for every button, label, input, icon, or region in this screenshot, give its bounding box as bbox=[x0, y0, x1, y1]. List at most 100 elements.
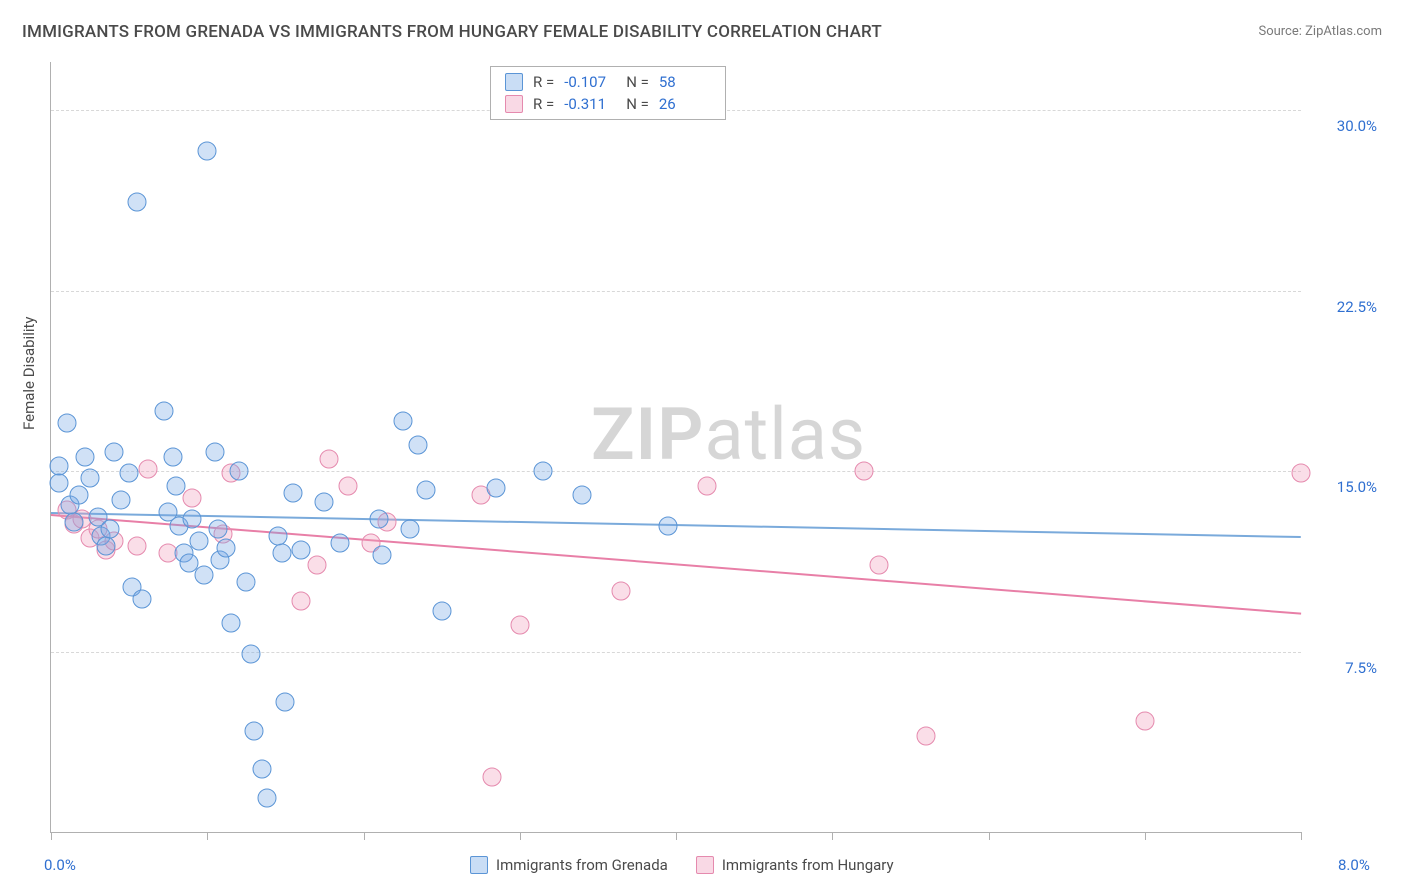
n-label: N = bbox=[626, 95, 649, 113]
data-point-blue bbox=[101, 519, 120, 538]
data-point-pink bbox=[1135, 712, 1154, 731]
data-point-blue bbox=[104, 442, 123, 461]
x-tick bbox=[207, 832, 208, 840]
n-value: 58 bbox=[659, 73, 711, 91]
x-axis-max-label: 8.0% bbox=[1338, 856, 1370, 874]
data-point-blue bbox=[206, 442, 225, 461]
data-point-blue bbox=[65, 512, 84, 531]
data-point-blue bbox=[659, 517, 678, 536]
data-point-blue bbox=[167, 476, 186, 495]
r-label: R = bbox=[533, 73, 554, 91]
data-point-pink bbox=[510, 616, 529, 635]
data-point-blue bbox=[221, 613, 240, 632]
data-point-blue bbox=[432, 601, 451, 620]
watermark-zip: ZIP bbox=[591, 392, 704, 477]
data-point-blue bbox=[229, 462, 248, 481]
data-point-blue bbox=[163, 447, 182, 466]
swatch-blue-icon bbox=[470, 856, 488, 874]
stats-row-hungary: R = -0.311 N = 26 bbox=[505, 95, 711, 113]
data-point-blue bbox=[242, 644, 261, 663]
data-point-pink bbox=[1292, 464, 1311, 483]
watermark-text: ZIPatlas bbox=[591, 392, 866, 477]
data-point-pink bbox=[127, 536, 146, 555]
data-point-blue bbox=[182, 510, 201, 529]
x-tick bbox=[832, 832, 833, 840]
legend-item-grenada: Immigrants from Grenada bbox=[470, 856, 668, 874]
chart-title: IMMIGRANTS FROM GRENADA VS IMMIGRANTS FR… bbox=[22, 22, 882, 42]
data-point-blue bbox=[257, 789, 276, 808]
data-point-blue bbox=[292, 541, 311, 560]
y-tick-label: 7.5% bbox=[1313, 659, 1377, 677]
data-point-pink bbox=[482, 767, 501, 786]
x-tick bbox=[1145, 832, 1146, 840]
data-point-blue bbox=[96, 536, 115, 555]
data-point-pink bbox=[292, 592, 311, 611]
y-tick-label: 30.0% bbox=[1313, 117, 1377, 135]
data-point-blue bbox=[331, 534, 350, 553]
data-point-blue bbox=[401, 519, 420, 538]
gridline bbox=[51, 652, 1301, 653]
data-point-pink bbox=[854, 462, 873, 481]
data-point-blue bbox=[154, 401, 173, 420]
data-point-blue bbox=[112, 490, 131, 509]
n-label: N = bbox=[626, 73, 649, 91]
scatter-plot-area: ZIPatlas 7.5%15.0%22.5%30.0% bbox=[50, 62, 1301, 833]
n-value: 26 bbox=[659, 95, 711, 113]
data-point-blue bbox=[487, 478, 506, 497]
gridline bbox=[51, 291, 1301, 292]
legend-label: Immigrants from Hungary bbox=[722, 856, 894, 874]
data-point-pink bbox=[870, 555, 889, 574]
series-legend: Immigrants from Grenada Immigrants from … bbox=[470, 856, 894, 874]
source-attribution: Source: ZipAtlas.com bbox=[1258, 24, 1382, 39]
r-value: -0.107 bbox=[564, 73, 616, 91]
r-label: R = bbox=[533, 95, 554, 113]
x-tick bbox=[520, 832, 521, 840]
data-point-pink bbox=[612, 582, 631, 601]
data-point-pink bbox=[307, 555, 326, 574]
x-tick bbox=[51, 832, 52, 840]
data-point-blue bbox=[76, 447, 95, 466]
data-point-blue bbox=[276, 693, 295, 712]
data-point-blue bbox=[417, 481, 436, 500]
x-tick bbox=[989, 832, 990, 840]
stats-legend: R = -0.107 N = 58 R = -0.311 N = 26 bbox=[490, 66, 726, 120]
y-tick-label: 22.5% bbox=[1313, 298, 1377, 316]
data-point-blue bbox=[370, 510, 389, 529]
r-value: -0.311 bbox=[564, 95, 616, 113]
data-point-pink bbox=[138, 459, 157, 478]
data-point-blue bbox=[198, 142, 217, 161]
swatch-pink-icon bbox=[505, 95, 523, 113]
data-point-pink bbox=[320, 450, 339, 469]
data-point-blue bbox=[57, 413, 76, 432]
x-tick bbox=[676, 832, 677, 840]
swatch-blue-icon bbox=[505, 73, 523, 91]
data-point-blue bbox=[237, 572, 256, 591]
data-point-blue bbox=[195, 565, 214, 584]
data-point-blue bbox=[120, 464, 139, 483]
data-point-pink bbox=[698, 476, 717, 495]
data-point-blue bbox=[409, 435, 428, 454]
data-point-blue bbox=[217, 539, 236, 558]
legend-item-hungary: Immigrants from Hungary bbox=[696, 856, 894, 874]
y-axis-label: Female Disability bbox=[20, 317, 38, 431]
data-point-blue bbox=[273, 543, 292, 562]
data-point-blue bbox=[190, 531, 209, 550]
legend-label: Immigrants from Grenada bbox=[496, 856, 668, 874]
data-point-pink bbox=[917, 726, 936, 745]
data-point-blue bbox=[573, 486, 592, 505]
data-point-blue bbox=[315, 493, 334, 512]
data-point-blue bbox=[284, 483, 303, 502]
data-point-pink bbox=[182, 488, 201, 507]
data-point-blue bbox=[373, 546, 392, 565]
stats-row-grenada: R = -0.107 N = 58 bbox=[505, 73, 711, 91]
data-point-pink bbox=[338, 476, 357, 495]
data-point-blue bbox=[209, 519, 228, 538]
data-point-blue bbox=[81, 469, 100, 488]
data-point-blue bbox=[534, 462, 553, 481]
y-tick-label: 15.0% bbox=[1313, 478, 1377, 496]
data-point-blue bbox=[393, 411, 412, 430]
swatch-pink-icon bbox=[696, 856, 714, 874]
data-point-blue bbox=[252, 760, 271, 779]
data-point-blue bbox=[132, 589, 151, 608]
x-tick bbox=[1301, 832, 1302, 840]
